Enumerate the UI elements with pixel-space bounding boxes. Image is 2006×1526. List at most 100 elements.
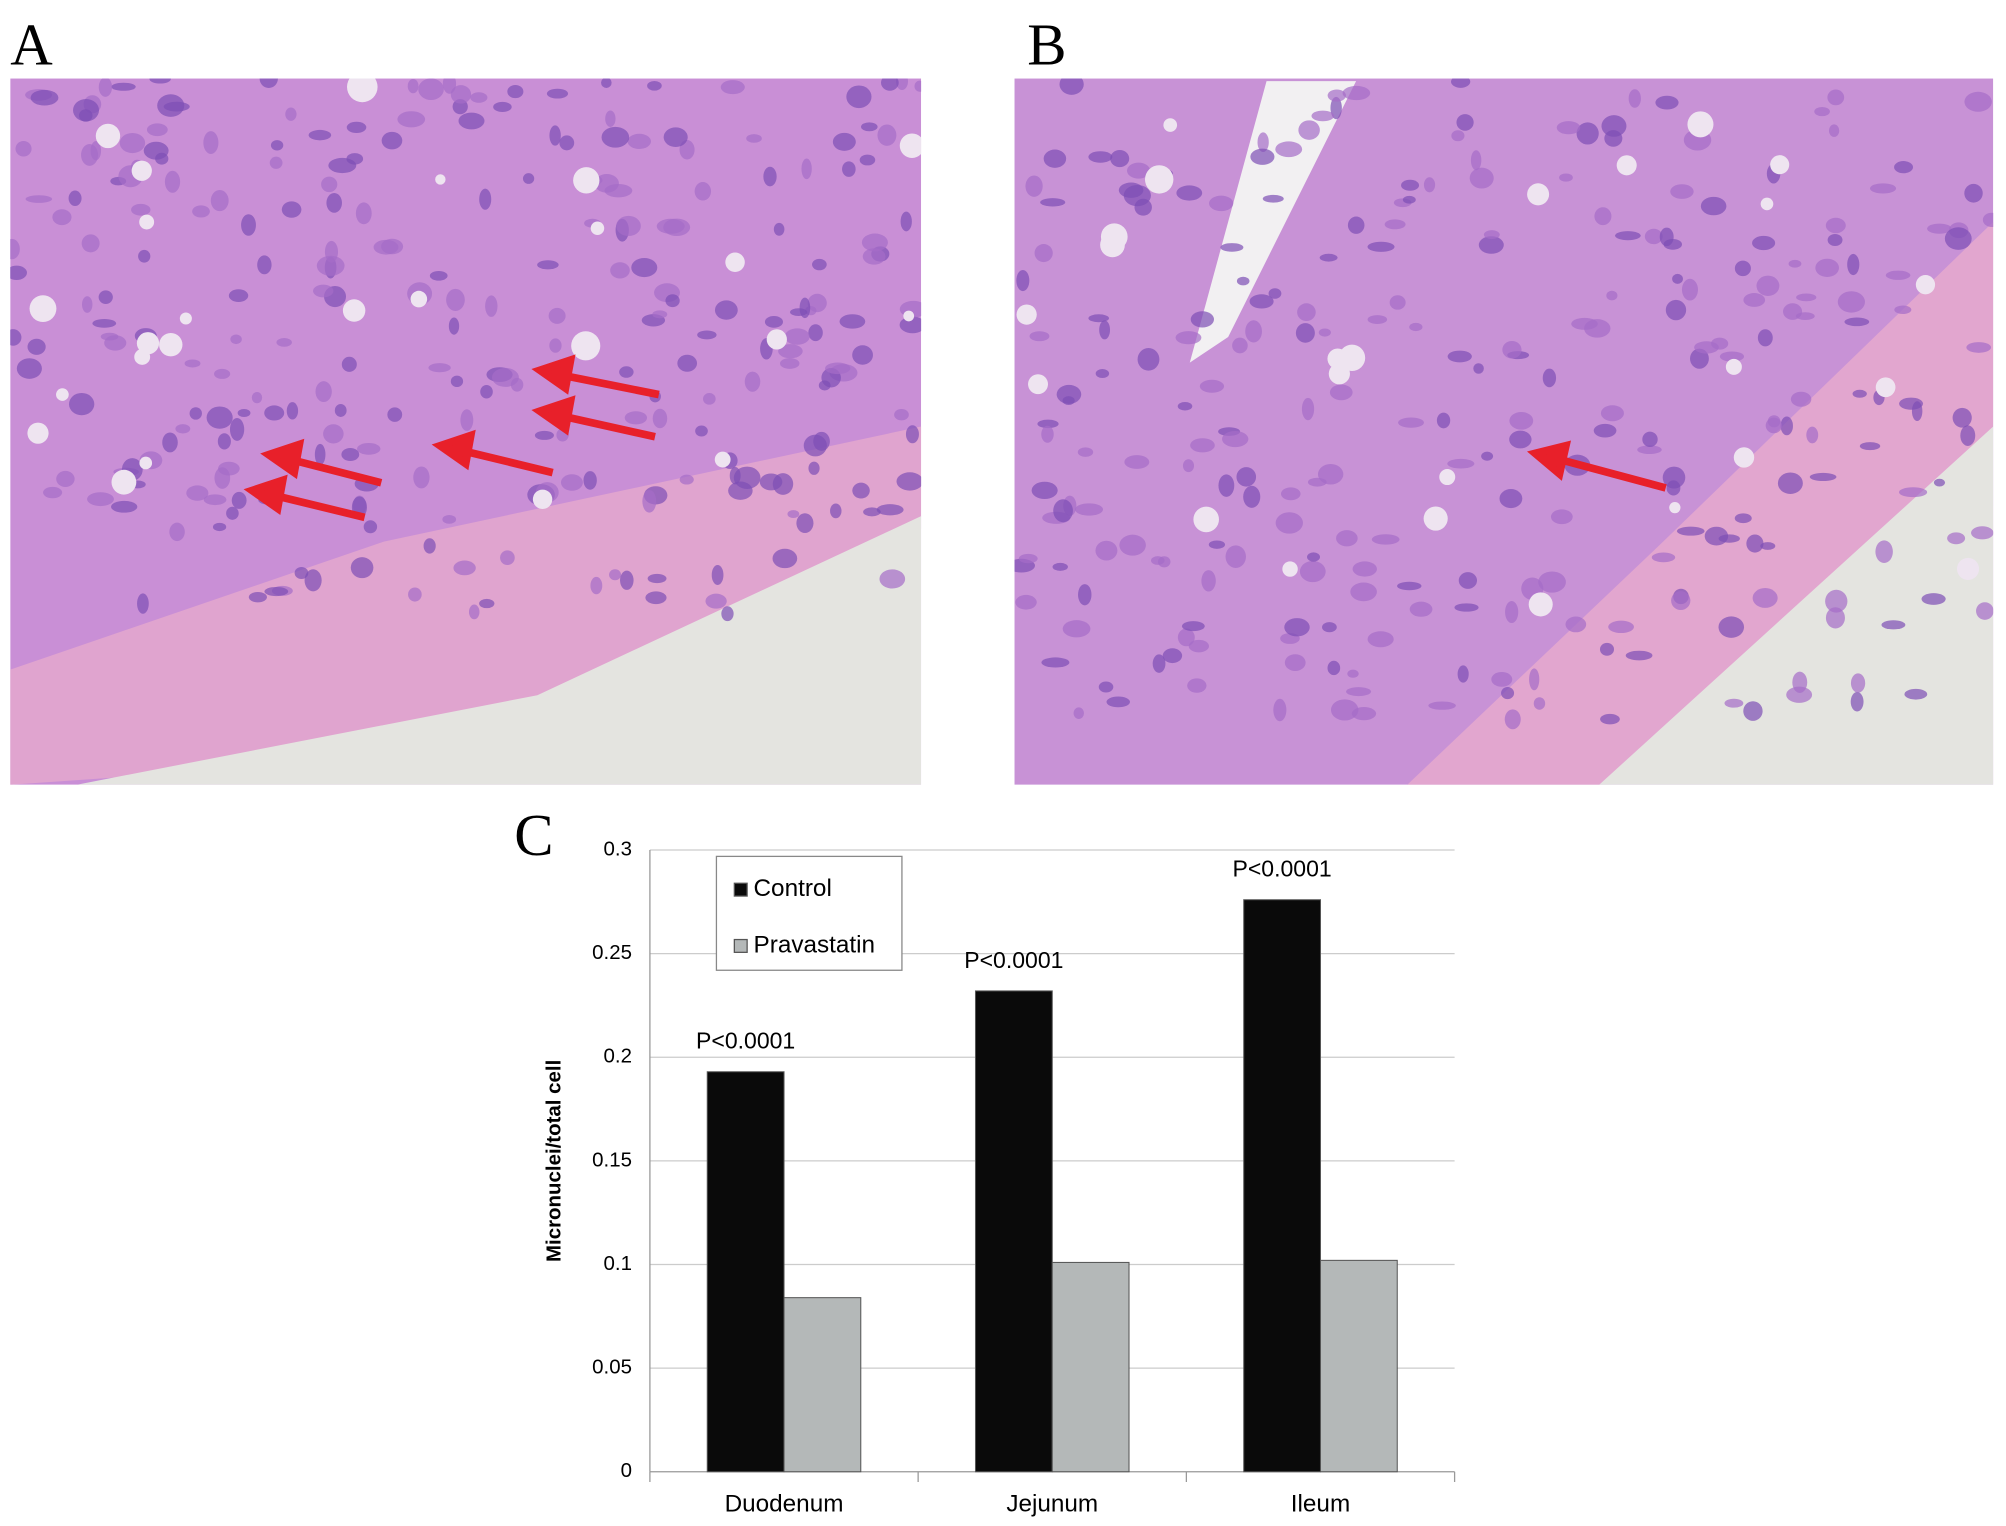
cell bbox=[341, 447, 360, 461]
cell bbox=[720, 80, 745, 95]
cell bbox=[1670, 184, 1694, 199]
cell bbox=[1311, 110, 1335, 122]
cell bbox=[605, 110, 616, 127]
cell bbox=[863, 507, 881, 517]
vacuole bbox=[1770, 155, 1790, 175]
cell bbox=[1491, 671, 1513, 687]
cell bbox=[1330, 96, 1342, 120]
cell bbox=[631, 257, 658, 278]
cell bbox=[744, 371, 761, 392]
cell bbox=[1481, 451, 1494, 461]
cell bbox=[1899, 487, 1928, 498]
cell bbox=[697, 330, 717, 340]
cell bbox=[1743, 293, 1766, 307]
cell bbox=[1088, 151, 1113, 163]
x-tick-label: Jejunum bbox=[1006, 1490, 1098, 1517]
cell bbox=[210, 189, 229, 212]
cell bbox=[1911, 401, 1923, 422]
cell bbox=[480, 385, 493, 399]
cell bbox=[703, 393, 716, 405]
cell bbox=[1550, 509, 1573, 525]
cell bbox=[1786, 686, 1813, 703]
cell bbox=[1718, 616, 1745, 638]
vacuole bbox=[766, 329, 787, 350]
cell bbox=[259, 78, 278, 88]
cell bbox=[98, 290, 113, 304]
cell bbox=[1199, 379, 1225, 393]
cell bbox=[537, 260, 559, 270]
cell bbox=[1881, 620, 1906, 630]
cell bbox=[601, 126, 630, 148]
cell bbox=[1268, 288, 1282, 299]
cell bbox=[1409, 601, 1433, 617]
cell bbox=[624, 411, 648, 425]
cell bbox=[1397, 581, 1422, 591]
cell bbox=[652, 310, 668, 319]
cell bbox=[1933, 478, 1946, 487]
cell bbox=[1921, 593, 1946, 605]
cell bbox=[264, 405, 285, 421]
vacuole bbox=[134, 349, 151, 365]
cell bbox=[1976, 602, 1994, 620]
cell bbox=[43, 486, 63, 499]
cell bbox=[1847, 253, 1860, 276]
cell bbox=[1700, 196, 1727, 216]
cell bbox=[1644, 228, 1663, 245]
cell bbox=[73, 98, 100, 122]
cell bbox=[1329, 384, 1353, 401]
cell bbox=[27, 338, 46, 355]
vacuole bbox=[1760, 197, 1774, 211]
cell bbox=[548, 307, 566, 324]
cell bbox=[1681, 278, 1698, 301]
cell bbox=[230, 334, 242, 345]
cell bbox=[1796, 293, 1817, 302]
cell bbox=[665, 294, 680, 308]
cell bbox=[341, 356, 357, 372]
cell bbox=[1671, 591, 1691, 611]
cell bbox=[485, 295, 498, 317]
vacuole bbox=[179, 312, 192, 325]
cell bbox=[56, 470, 75, 487]
cell bbox=[1594, 207, 1612, 226]
cell bbox=[346, 121, 367, 134]
cell bbox=[228, 289, 249, 302]
cell bbox=[534, 430, 554, 440]
cell bbox=[1815, 258, 1840, 278]
cell bbox=[846, 85, 872, 109]
cell bbox=[679, 139, 695, 160]
legend-swatch bbox=[733, 938, 748, 953]
legend-swatch bbox=[733, 882, 748, 897]
cell bbox=[92, 319, 117, 328]
cell bbox=[1952, 407, 1972, 428]
cell bbox=[1327, 89, 1346, 102]
cell bbox=[458, 112, 485, 130]
cell bbox=[1342, 85, 1371, 101]
cell bbox=[1756, 275, 1780, 296]
cell bbox=[879, 569, 906, 589]
cell bbox=[1126, 162, 1151, 179]
cell bbox=[1389, 295, 1406, 310]
cell bbox=[1220, 243, 1244, 252]
cell bbox=[1964, 183, 1983, 203]
cell bbox=[1655, 95, 1679, 110]
cell bbox=[1885, 270, 1911, 280]
panel-label: C bbox=[514, 803, 553, 868]
annotation: P<0.0001 bbox=[1233, 856, 1332, 882]
y-tick-label: 0.2 bbox=[604, 1045, 632, 1068]
cell bbox=[1352, 561, 1377, 577]
cell bbox=[281, 201, 302, 218]
cell bbox=[68, 190, 82, 207]
cell bbox=[1236, 467, 1257, 487]
cell bbox=[642, 489, 657, 513]
cell bbox=[905, 425, 919, 444]
bar bbox=[706, 1071, 785, 1473]
y-tick-label: 0.1 bbox=[604, 1252, 632, 1275]
cell bbox=[522, 173, 535, 184]
cell bbox=[1190, 311, 1214, 328]
cell bbox=[257, 255, 272, 275]
cell bbox=[1257, 132, 1269, 153]
cell bbox=[1704, 526, 1729, 546]
vacuole bbox=[1163, 118, 1178, 132]
cell bbox=[30, 89, 59, 106]
cell bbox=[861, 122, 878, 132]
